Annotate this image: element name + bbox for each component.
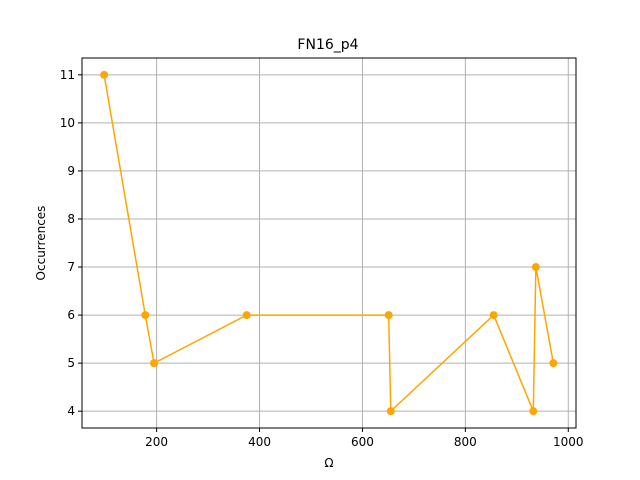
y-tick-label: 10 xyxy=(60,116,75,130)
data-point xyxy=(531,263,540,272)
data-point xyxy=(549,359,558,368)
y-axis-label: Occurrences xyxy=(34,206,48,281)
x-tick-label: 1000 xyxy=(553,435,584,449)
data-point xyxy=(141,311,150,320)
data-point xyxy=(529,407,538,416)
x-tick-label: 800 xyxy=(454,435,477,449)
x-axis-label: Ω xyxy=(324,456,333,470)
x-tick-label: 600 xyxy=(351,435,374,449)
y-tick-label: 6 xyxy=(67,308,75,322)
y-tick-label: 11 xyxy=(60,68,75,82)
data-point xyxy=(384,311,393,320)
x-axis: 200 400 600 800 1000 xyxy=(145,428,584,449)
grid xyxy=(82,58,576,428)
series-layer xyxy=(100,70,558,416)
data-point xyxy=(489,311,498,320)
y-axis: 4 5 6 7 8 9 10 11 xyxy=(60,68,82,418)
plot-area-frame xyxy=(81,57,577,429)
x-tick-label: 400 xyxy=(248,435,271,449)
data-point xyxy=(386,407,395,416)
y-tick-label: 4 xyxy=(67,404,75,418)
data-point xyxy=(150,359,159,368)
chart-title: FN16_p4 xyxy=(297,37,358,53)
data-point xyxy=(100,70,109,79)
data-point xyxy=(242,311,251,320)
x-tick-label: 200 xyxy=(145,435,168,449)
y-tick-label: 8 xyxy=(67,212,75,226)
y-tick-label: 5 xyxy=(67,356,75,370)
y-tick-label: 7 xyxy=(67,260,75,274)
y-tick-label: 9 xyxy=(67,164,75,178)
series-line xyxy=(103,74,555,413)
